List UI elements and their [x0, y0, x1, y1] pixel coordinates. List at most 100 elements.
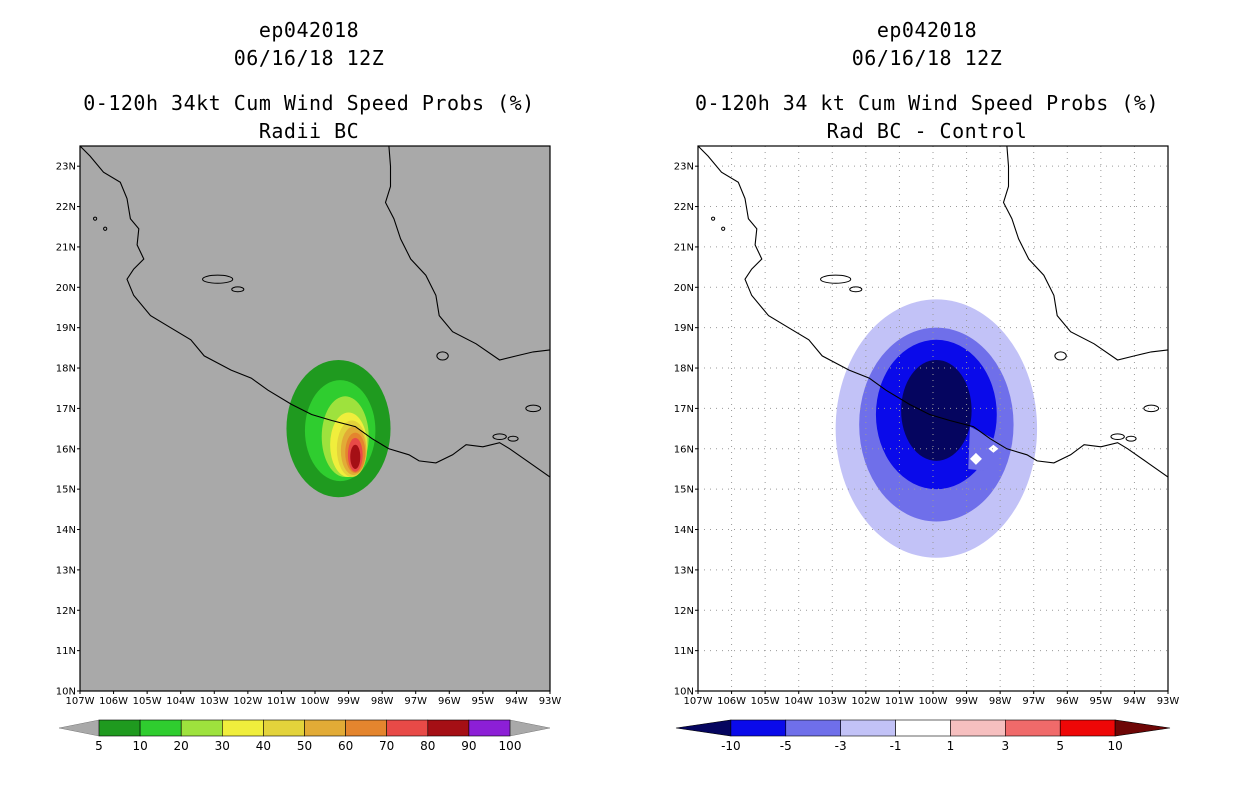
lat-label: 11N — [674, 646, 694, 657]
island-outline — [711, 216, 716, 221]
lon-label: 97W — [404, 696, 427, 707]
lon-label: 94W — [505, 696, 528, 707]
colorbar-swatch — [386, 719, 429, 737]
right-panel: ep042018 06/16/18 12Z 0-120h 34 kt Cum W… — [618, 0, 1236, 800]
lat-label: 10N — [56, 687, 76, 698]
lon-label: 95W — [472, 696, 495, 707]
colorbar-swatch — [468, 719, 511, 737]
lat-label: 15N — [674, 485, 694, 496]
lat-label: 13N — [674, 565, 694, 576]
right-colorbar: -10 -5 -3 -1 1 3 5 10 — [675, 719, 1171, 753]
lon-label: 99W — [955, 696, 978, 707]
lake-outline — [492, 433, 507, 440]
lat-label: 18N — [56, 364, 76, 375]
island-outline — [93, 216, 98, 221]
colorbar-swatch — [304, 719, 346, 737]
lat-label: 12N — [674, 606, 694, 617]
positive-spot — [969, 452, 982, 465]
colorbar-label: 90 — [461, 739, 476, 753]
colorbar-label: 20 — [174, 739, 189, 753]
lat-label: 11N — [56, 646, 76, 657]
lon-label: 93W — [1157, 696, 1180, 707]
colorbar-swatch — [98, 719, 141, 737]
lat-label: 14N — [674, 525, 694, 536]
lon-label: 97W — [1022, 696, 1045, 707]
lon-label: 104W — [784, 696, 813, 707]
colorbar-swatch — [180, 719, 223, 737]
colorbar-label: -3 — [835, 739, 847, 753]
lon-label: 102W — [851, 696, 880, 707]
colorbar-swatch — [840, 719, 896, 737]
lat-label: 12N — [56, 606, 76, 617]
lon-label: 100W — [919, 696, 948, 707]
lat-label: 18N — [674, 364, 694, 375]
island-outline — [103, 226, 108, 231]
lon-label: 98W — [371, 696, 394, 707]
lat-label: 21N — [674, 242, 694, 253]
left-title-product: 0-120h 34kt Cum Wind Speed Probs (%) — [83, 91, 535, 115]
colorbar-label: -1 — [890, 739, 902, 753]
lon-label: 105W — [133, 696, 162, 707]
lat-label: 20N — [674, 283, 694, 294]
colorbar-label: 50 — [297, 739, 312, 753]
lake-outline — [1054, 351, 1067, 361]
lat-label: 10N — [674, 687, 694, 698]
contour-80 — [350, 444, 361, 469]
colorbar-label: 40 — [256, 739, 271, 753]
gulf-coastline — [384, 146, 550, 361]
colorbar-swatch — [785, 719, 841, 737]
lake-outline — [1143, 404, 1160, 413]
colorbar-label: 1 — [947, 739, 955, 753]
left-probability-map: 10N 11N 12N 13N 14N 15N 16N 17N 18N 19N 20N 21N 22N 2… — [56, 145, 561, 707]
lat-label: 22N — [674, 202, 694, 213]
contour--10 — [901, 359, 972, 461]
colorbar-label: 10 — [132, 739, 147, 753]
lat-label: 19N — [56, 323, 76, 334]
pacific-coastline — [80, 146, 550, 478]
colorbar-swatch — [427, 719, 470, 737]
lon-label: 96W — [438, 696, 461, 707]
lat-label: 16N — [674, 444, 694, 455]
right-title-product: 0-120h 34 kt Cum Wind Speed Probs (%) — [694, 91, 1160, 115]
lon-label: 104W — [166, 696, 195, 707]
right-title-subtitle: Rad BC - Control — [826, 119, 1028, 143]
lon-label: 99W — [337, 696, 360, 707]
colorbar-label: 80 — [420, 739, 435, 753]
lon-label: 107W — [66, 696, 95, 707]
colorbar-swatch — [950, 719, 1006, 737]
colorbar-swatch — [1005, 719, 1061, 737]
left-title-block: ep042018 06/16/18 12Z 0-120h 34kt Cum Wi… — [0, 16, 618, 145]
lat-label: 17N — [56, 404, 76, 415]
lon-label: 96W — [1056, 696, 1079, 707]
colorbar-swatch — [263, 719, 305, 737]
colorbar-swatch — [730, 719, 787, 737]
colorbar-swatch — [895, 719, 951, 737]
lat-label: 21N — [56, 242, 76, 253]
colorbar-label: 100 — [499, 739, 522, 753]
lake-outline — [820, 274, 852, 284]
lon-label: 101W — [267, 696, 296, 707]
lat-label: 22N — [56, 202, 76, 213]
lon-label: 106W — [717, 696, 746, 707]
lon-label: 107W — [684, 696, 713, 707]
lat-label: 17N — [674, 404, 694, 415]
right-title-storm-id: ep042018 — [876, 18, 978, 42]
colorbar-swatch — [345, 719, 388, 737]
colorbar-label: -10 — [721, 739, 741, 753]
right-title-block: ep042018 06/16/18 12Z 0-120h 34 kt Cum W… — [618, 16, 1236, 145]
lake-outline — [525, 404, 542, 413]
lon-label: 98W — [989, 696, 1012, 707]
lon-label: 106W — [99, 696, 128, 707]
colorbar-label: 5 — [95, 739, 103, 753]
colorbar-high-arrow — [509, 719, 551, 737]
left-colorbar: 5 10 20 30 40 50 60 70 80 90 100 — [58, 719, 551, 753]
colorbar-label: 3 — [1002, 739, 1010, 753]
lon-label: 100W — [301, 696, 330, 707]
lon-label: 103W — [818, 696, 847, 707]
lake-outline — [507, 435, 519, 442]
lake-outline — [1110, 433, 1125, 440]
colorbar-low-arrow — [58, 719, 100, 737]
island-outline — [721, 226, 726, 231]
positive-spot — [988, 444, 999, 453]
colorbar-label: -5 — [780, 739, 792, 753]
